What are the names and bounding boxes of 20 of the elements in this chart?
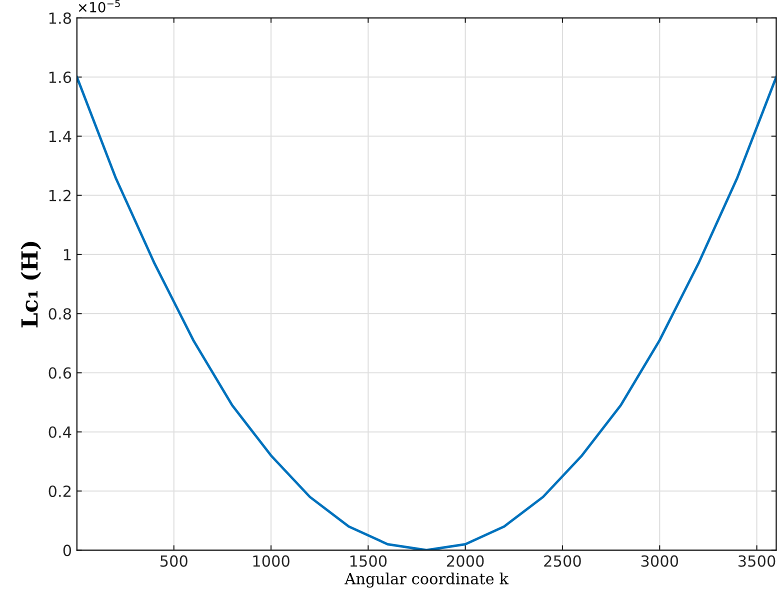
x-axis-title: Angular coordinate k (344, 572, 509, 588)
y-tick-label: 0.6 (48, 367, 72, 379)
y-tick-label: 0.4 (48, 426, 72, 438)
x-tick-label: 1000 (253, 555, 290, 567)
x-tick-label: 2000 (447, 555, 484, 567)
text: ×10$^{−5}$ (78, 0, 120, 12)
y-tick-label: 1.4 (49, 130, 72, 142)
y-tick-label: 0.2 (48, 485, 71, 498)
y-tick-label: 1.6 (49, 72, 72, 84)
y-tick-label: 0 (63, 544, 72, 556)
y-tick-label: 1.2 (49, 190, 71, 202)
y-tick-label: 1 (64, 249, 71, 260)
x-tick-label: 2500 (544, 555, 581, 567)
y-tick-label: 0.8 (48, 308, 72, 320)
x-tick-label: 500 (160, 555, 188, 567)
y-tick-label: 1.8 (49, 12, 72, 24)
x-tick-label: 1500 (350, 555, 387, 567)
x-tick-label: 3500 (738, 555, 776, 567)
y-axis-title: Lc₁ (H) (20, 242, 42, 328)
x-tick-label: 3000 (641, 555, 678, 567)
